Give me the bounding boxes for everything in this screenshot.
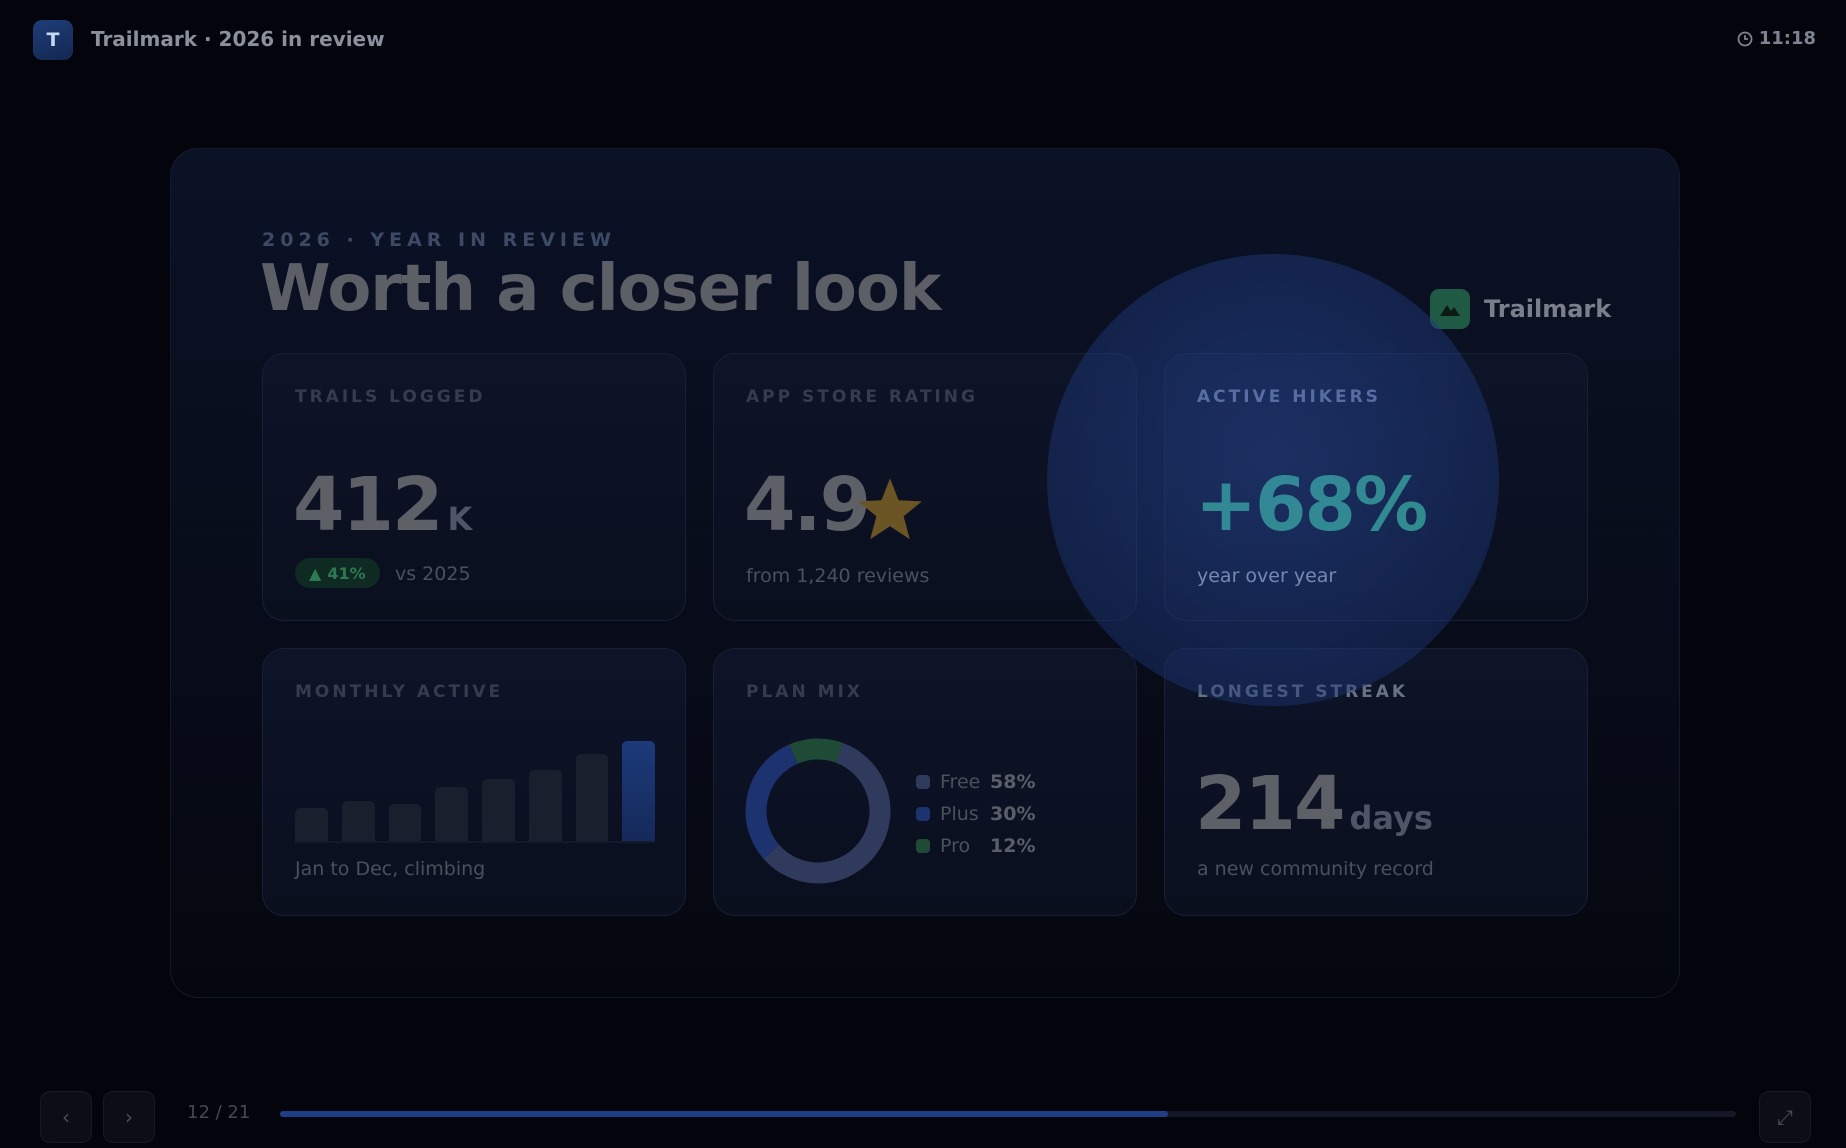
rating-caption: from 1,240 reviews — [746, 565, 930, 587]
slide-counter: 12 / 21 — [187, 1102, 251, 1123]
legend-value: 12% — [990, 835, 1036, 857]
streak-unit: days — [1349, 799, 1433, 837]
card-label: TRAILS LOGGED — [295, 387, 486, 407]
trend-caption: vs 2025 — [395, 563, 471, 585]
legend-item: Plus 30% — [916, 798, 1035, 830]
brand: Trailmark — [1430, 289, 1611, 329]
clock: 11:18 — [1737, 28, 1816, 49]
slide-eyebrow: 2026 · YEAR IN REVIEW — [262, 229, 616, 251]
card-longest-streak: LONGEST STREAK 214 days a new community … — [1164, 648, 1588, 916]
card-label: PLAN MIX — [746, 682, 863, 702]
app-badge: T — [33, 20, 73, 60]
trend-value: 41% — [327, 563, 366, 583]
monthly-bar — [341, 801, 375, 841]
legend-value: 30% — [990, 803, 1036, 825]
legend-swatch — [916, 775, 930, 789]
monthly-bar-chart — [295, 737, 655, 843]
streak-caption: a new community record — [1197, 858, 1434, 880]
donut-segment-pro — [789, 738, 843, 764]
trails-unit: K — [447, 500, 473, 538]
monthly-bar — [295, 808, 328, 841]
legend-item: Free 58% — [916, 766, 1035, 798]
legend-name: Free — [940, 771, 981, 793]
expand-icon: ⤢ — [1777, 1105, 1793, 1129]
clock-time: 11:18 — [1758, 28, 1816, 49]
card-label: ACTIVE HIKERS — [1197, 387, 1381, 407]
monthly-bar — [435, 787, 468, 841]
card-label: LONGEST STREAK — [1197, 682, 1409, 702]
legend-swatch — [916, 807, 930, 821]
monthly-bar — [622, 741, 655, 841]
card-label: MONTHLY ACTIVE — [295, 682, 504, 702]
mountain-icon — [1430, 289, 1470, 329]
monthly-bar — [482, 779, 515, 841]
arrow-up-icon: ▲ — [309, 563, 322, 583]
star-icon — [858, 478, 922, 540]
brand-name: Trailmark — [1484, 295, 1612, 323]
monthly-bar — [528, 770, 562, 841]
card-app-store-rating: APP STORE RATING 4.9 from 1,240 reviews — [713, 353, 1137, 621]
donut-segment-free — [763, 742, 891, 884]
card-label: APP STORE RATING — [746, 387, 978, 407]
trails-number: 412 — [293, 462, 443, 548]
legend-item: Pro 12% — [916, 830, 1035, 862]
plan-donut-chart — [745, 738, 891, 884]
card-active-hikers: ACTIVE HIKERS +68% year over year — [1164, 353, 1588, 621]
slide-progress-fill — [280, 1111, 1169, 1117]
streak-number: 214 — [1195, 761, 1345, 847]
previous-slide-button[interactable]: ‹ — [40, 1091, 92, 1143]
plan-legend: Free 58% Plus 30% Pro 12% — [916, 766, 1035, 862]
hikers-caption: year over year — [1197, 565, 1337, 587]
slide-progress-bar[interactable] — [280, 1111, 1736, 1117]
clock-icon — [1737, 31, 1753, 46]
legend-name: Plus — [940, 803, 979, 825]
rating-value: 4.9 — [744, 462, 871, 548]
fullscreen-button[interactable]: ⤢ — [1759, 1091, 1811, 1143]
trails-value: 412 K — [293, 462, 472, 548]
streak-value: 214 days — [1195, 761, 1433, 847]
slide-headline: Worth a closer look — [260, 252, 941, 326]
slide: 2026 · YEAR IN REVIEW Worth a closer loo… — [170, 148, 1680, 998]
card-monthly-active: MONTHLY ACTIVE Jan to Dec, climbing — [262, 648, 686, 916]
app-title: Trailmark · 2026 in review — [91, 27, 385, 51]
monthly-caption: Jan to Dec, climbing — [295, 858, 486, 880]
donut-segment-plus — [745, 744, 799, 859]
legend-swatch — [916, 839, 930, 853]
monthly-bar — [575, 754, 609, 841]
next-slide-button[interactable]: › — [103, 1091, 155, 1143]
card-trails-logged: TRAILS LOGGED 412 K ▲ 41% vs 2025 — [262, 353, 686, 621]
monthly-bar — [388, 804, 422, 841]
legend-value: 58% — [990, 771, 1036, 793]
hikers-value: +68% — [1195, 462, 1428, 548]
card-plan-mix: PLAN MIX Free 58% Plus 30% Pro 12% — [713, 648, 1137, 916]
legend-name: Pro — [940, 835, 971, 857]
trend-badge: ▲ 41% — [295, 558, 380, 588]
